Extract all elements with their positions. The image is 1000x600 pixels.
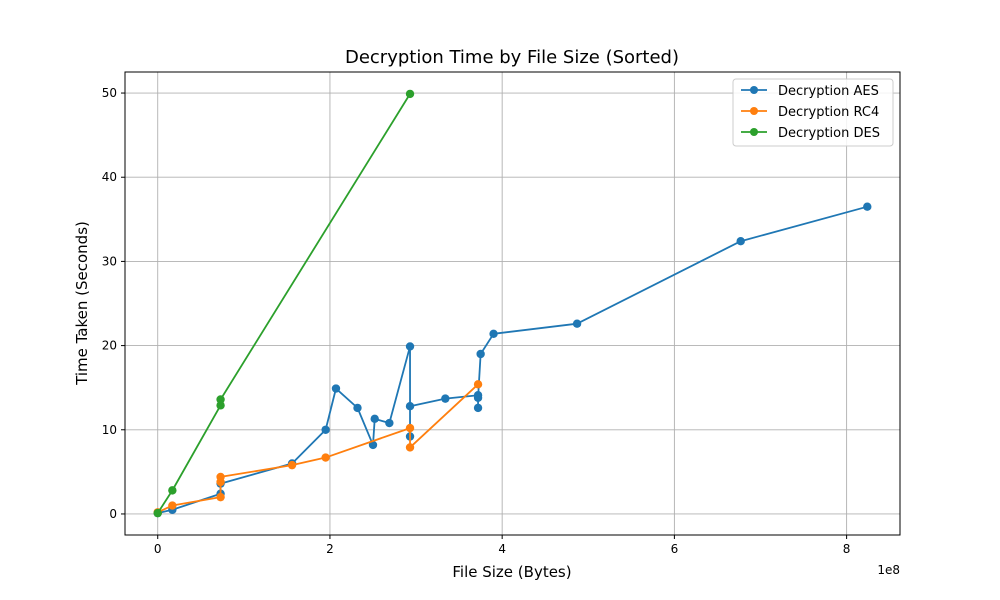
legend-label-rc4: Decryption RC4 <box>778 105 879 120</box>
data-point-aes <box>736 237 745 246</box>
y-tick-label: 0 <box>109 507 117 521</box>
x-tick-label: 6 <box>671 542 679 556</box>
data-point-des <box>216 395 225 404</box>
series-layer <box>153 89 872 518</box>
y-tick-label: 20 <box>102 339 117 353</box>
y-tick-label: 30 <box>102 254 117 268</box>
data-point-rc4 <box>216 492 225 502</box>
legend-marker-des <box>750 128 758 136</box>
data-point-rc4 <box>321 453 330 462</box>
data-point-des <box>216 401 225 410</box>
data-point-aes <box>863 202 872 211</box>
data-point-rc4 <box>168 501 177 510</box>
data-point-aes <box>473 403 483 413</box>
data-point-rc4 <box>405 443 415 452</box>
legend-marker-rc4 <box>750 107 758 115</box>
plot-frame <box>124 71 901 536</box>
legend: Decryption AES Decryption RC4 Decryption… <box>732 78 894 147</box>
x-axis-offset-label: 1e8 <box>877 563 900 577</box>
series-line-rc4 <box>157 383 479 514</box>
data-point-aes <box>572 319 582 328</box>
ticks-layer: 0 2 4 6 8 0 10 20 30 40 50 <box>102 86 851 556</box>
data-point-aes <box>476 349 485 359</box>
data-point-rc4 <box>405 423 415 433</box>
x-tick-label: 2 <box>326 542 334 556</box>
data-point-rc4 <box>216 472 225 482</box>
legend-box <box>732 78 894 147</box>
data-point-aes <box>473 393 483 402</box>
series-des <box>153 89 415 518</box>
data-point-des <box>405 89 415 99</box>
chart-title: Decryption Time by File Size (Sorted) <box>345 47 679 68</box>
data-point-des <box>153 508 162 518</box>
x-tick-label: 0 <box>154 542 162 556</box>
data-point-aes <box>368 440 378 450</box>
y-tick-label: 40 <box>102 170 117 184</box>
data-point-aes <box>405 402 415 411</box>
data-point-aes <box>441 394 450 403</box>
legend-label-des: Decryption DES <box>778 126 880 141</box>
y-tick-label: 10 <box>102 423 117 437</box>
data-point-aes <box>370 414 379 424</box>
x-tick-label: 4 <box>498 542 506 556</box>
data-point-rc4 <box>473 380 483 389</box>
x-axis-label: File Size (Bytes) <box>452 563 571 581</box>
y-tick-label: 50 <box>102 86 117 100</box>
data-point-rc4 <box>287 460 297 470</box>
data-point-des <box>168 486 177 495</box>
data-point-aes <box>405 342 415 351</box>
data-point-aes <box>489 329 498 339</box>
legend-marker-aes <box>750 86 758 94</box>
data-point-aes <box>385 418 394 428</box>
x-tick-label: 8 <box>843 542 851 556</box>
y-axis-label: Time Taken (Seconds) <box>73 221 91 386</box>
data-point-aes <box>353 403 362 413</box>
data-point-aes <box>321 425 330 434</box>
legend-label-aes: Decryption AES <box>778 84 879 99</box>
data-point-aes <box>331 384 341 393</box>
